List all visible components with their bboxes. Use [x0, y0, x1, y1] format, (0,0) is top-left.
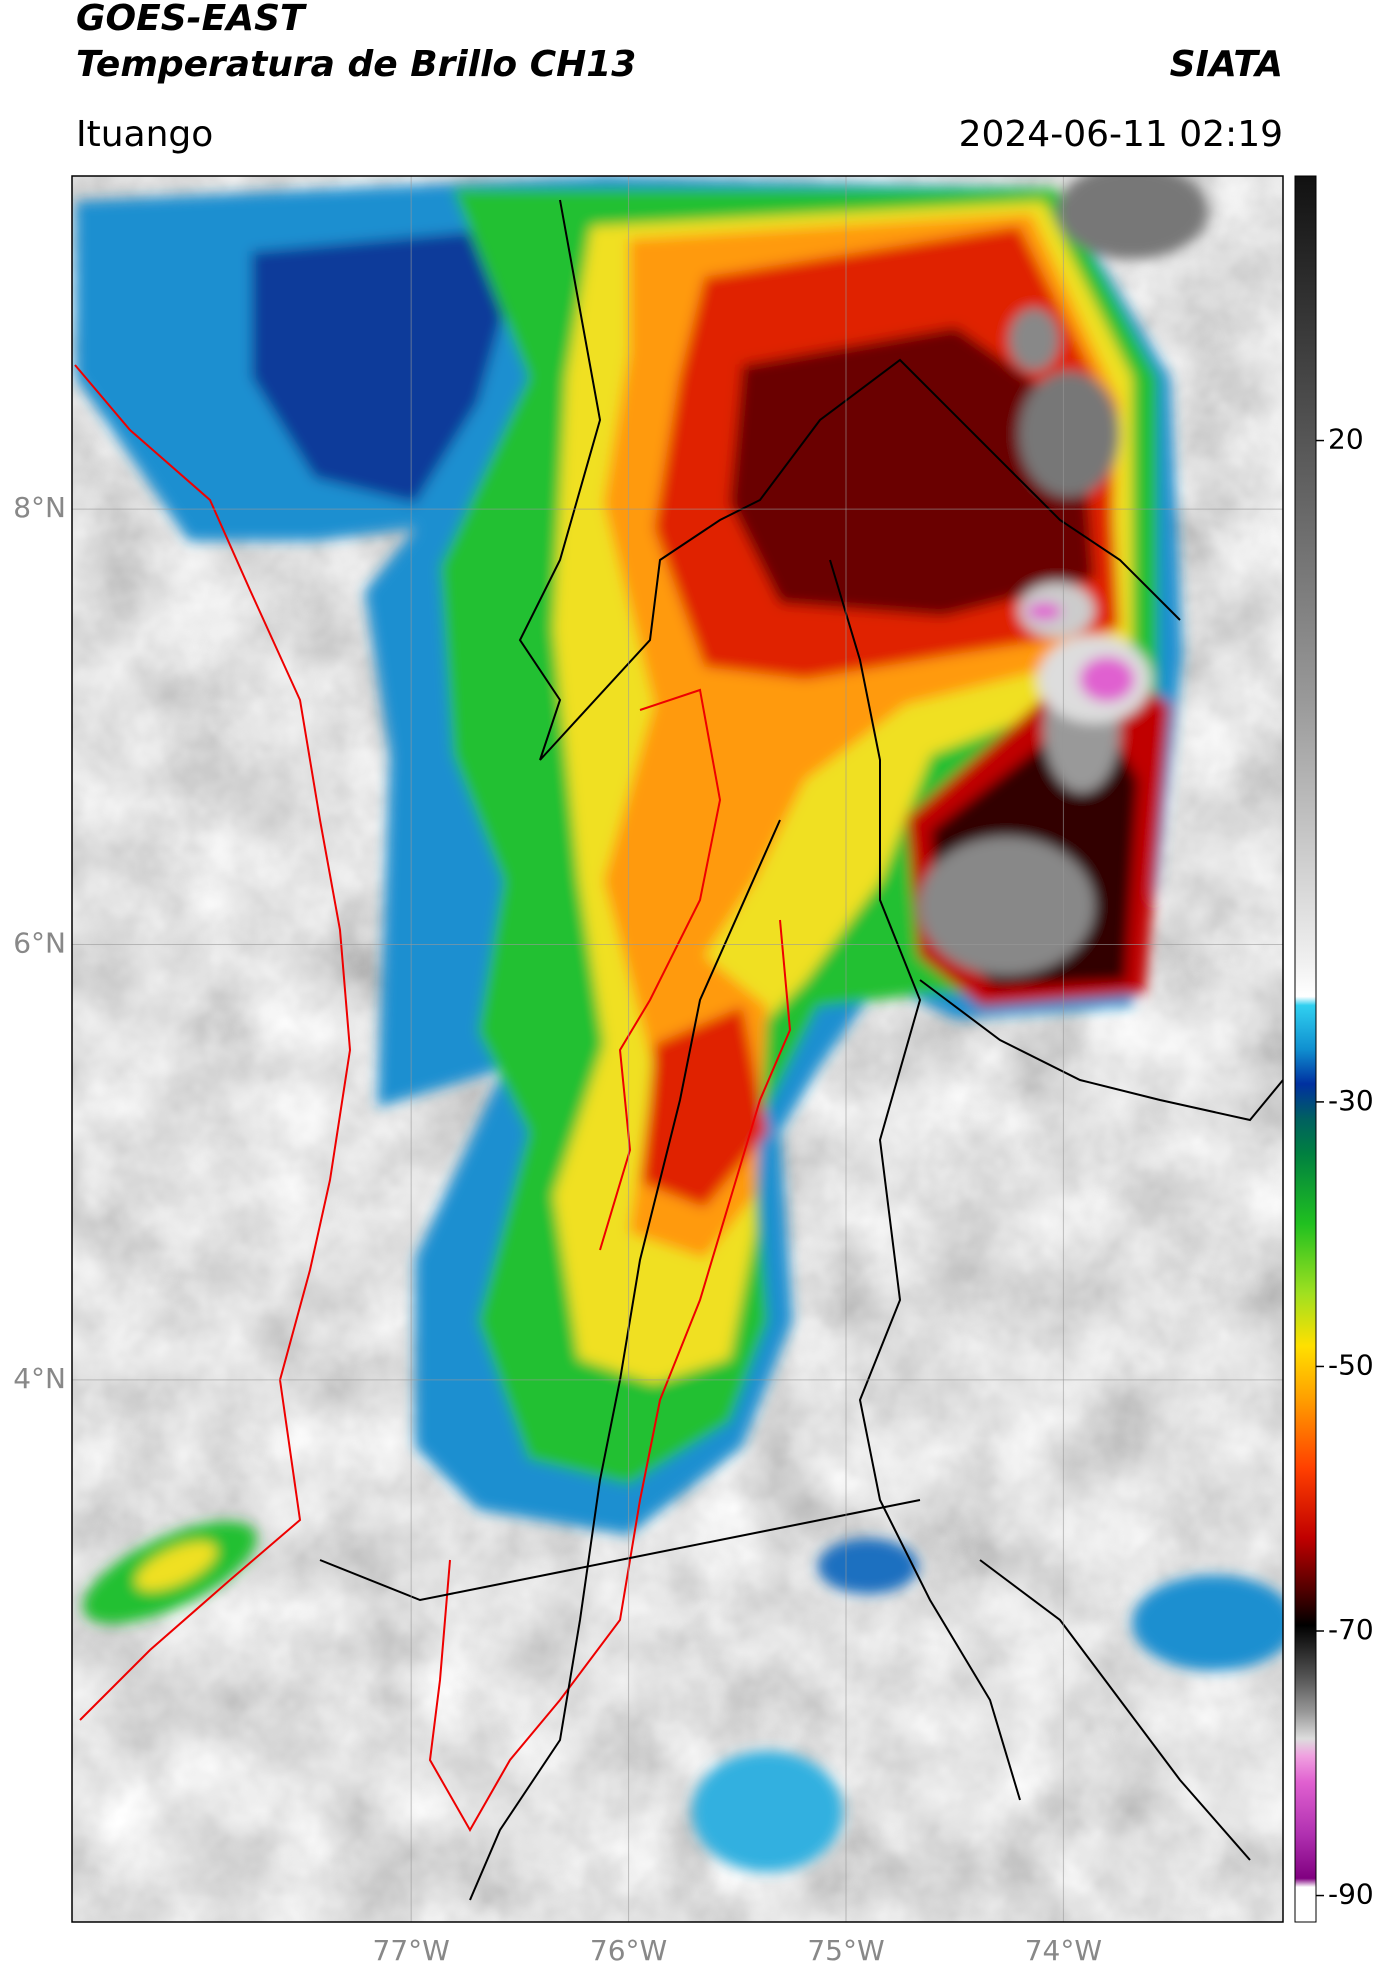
colorbar-tick-label: -70	[1328, 1613, 1374, 1646]
grid	[72, 176, 1283, 1922]
location: Ituango	[76, 114, 213, 155]
colorbar-tick-label: -30	[1328, 1084, 1374, 1117]
borders	[74, 199, 1283, 1901]
colorbar-tick-label: -90	[1328, 1878, 1374, 1911]
y-tick-label: 4°N	[13, 1362, 66, 1395]
x-tick-label: 77°W	[373, 1934, 450, 1967]
x-tick-label: 76°W	[590, 1934, 667, 1967]
subtitle: Temperatura de Brillo CH13	[76, 44, 636, 85]
colorbar-tick-label: 20	[1328, 423, 1364, 456]
source: SIATA	[1170, 44, 1283, 85]
colorbar-tick-label: -50	[1328, 1348, 1374, 1381]
colorbar	[1294, 175, 1317, 1923]
y-tick-label: 6°N	[13, 927, 66, 960]
x-tick-label: 75°W	[807, 1934, 884, 1967]
datetime: 2024-06-11 02:19	[959, 114, 1283, 155]
x-tick-label: 74°W	[1025, 1934, 1102, 1967]
title: GOES-EAST	[76, 0, 307, 39]
y-tick-label: 8°N	[13, 491, 66, 524]
satellite-image	[72, 176, 1283, 1922]
plot-frame	[71, 175, 1284, 1923]
